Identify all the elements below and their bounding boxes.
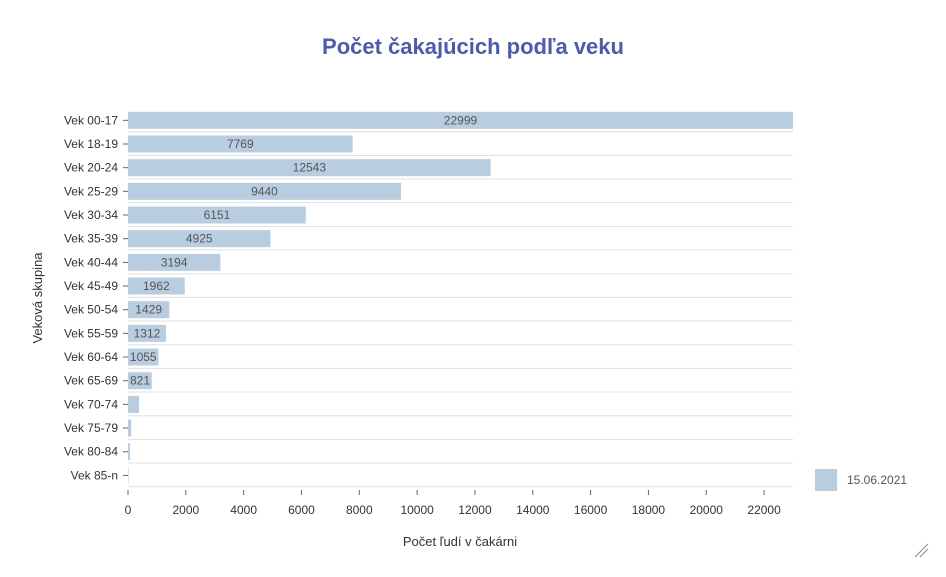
data-label: 4925: [186, 232, 213, 246]
y-tick-label: Vek 65-69: [64, 374, 118, 388]
chart-title: Počet čakajúcich podľa veku: [322, 34, 624, 59]
y-tick-label: Vek 55-59: [64, 326, 118, 340]
data-label: 1055: [130, 350, 157, 364]
bar: [128, 230, 271, 248]
y-tick-label: Vek 45-49: [64, 279, 118, 293]
data-label: 1429: [135, 303, 162, 317]
y-tick-label: Vek 30-34: [64, 208, 118, 222]
x-tick-label: 2000: [172, 503, 199, 517]
bar: [128, 301, 170, 319]
legend-label: 15.06.2021: [847, 473, 907, 487]
data-label: 22999: [444, 113, 478, 127]
y-tick-label: Vek 50-54: [64, 303, 118, 317]
bar: [128, 111, 793, 129]
y-tick-label: Vek 70-74: [64, 397, 118, 411]
data-label: 7769: [227, 137, 254, 151]
y-tick-label: Vek 35-39: [64, 232, 118, 246]
resize-handle-icon: [914, 543, 929, 558]
data-label: 1962: [143, 279, 170, 293]
bar: [128, 206, 306, 224]
data-label: 1312: [134, 326, 161, 340]
data-label: 821: [130, 374, 150, 388]
y-axis-label: Veková skupina: [30, 252, 45, 344]
data-label: 3194: [161, 255, 188, 269]
bar: [128, 324, 166, 342]
y-tick-label: Vek 75-79: [64, 421, 118, 435]
x-tick-label: 12000: [458, 503, 492, 517]
x-tick-label: 14000: [516, 503, 550, 517]
bar: [128, 443, 131, 461]
bar: [128, 419, 132, 437]
x-tick-label: 22000: [747, 503, 781, 517]
y-tick-label: Vek 00-17: [64, 113, 118, 127]
bar: [128, 182, 401, 200]
x-tick-label: 20000: [690, 503, 724, 517]
bar: [128, 372, 152, 390]
bar: [128, 135, 353, 153]
y-tick-label: Vek 40-44: [64, 255, 118, 269]
data-label: 6151: [204, 208, 231, 222]
bar: [128, 277, 185, 295]
bar: [128, 253, 221, 271]
x-axis-label: Počet ľudí v čakárni: [403, 534, 517, 549]
x-tick-label: 6000: [288, 503, 315, 517]
bar: [128, 395, 139, 413]
data-label: 9440: [251, 184, 278, 198]
x-tick-label: 18000: [632, 503, 666, 517]
y-tick-label: Vek 60-64: [64, 350, 118, 364]
y-tick-label: Vek 25-29: [64, 184, 118, 198]
bar: [128, 159, 491, 177]
y-tick-label: Vek 85-n: [71, 468, 118, 482]
y-tick-label: Vek 80-84: [64, 445, 118, 459]
x-tick-label: 8000: [346, 503, 373, 517]
x-tick-label: 16000: [574, 503, 608, 517]
x-tick-label: 10000: [400, 503, 434, 517]
bar: [128, 466, 129, 484]
y-tick-label: Vek 18-19: [64, 137, 118, 151]
legend-swatch: [815, 469, 837, 491]
data-label: 12543: [293, 161, 327, 175]
bar: [128, 348, 159, 366]
x-tick-label: 4000: [230, 503, 257, 517]
x-tick-label: 0: [125, 503, 132, 517]
y-tick-label: Vek 20-24: [64, 161, 118, 175]
